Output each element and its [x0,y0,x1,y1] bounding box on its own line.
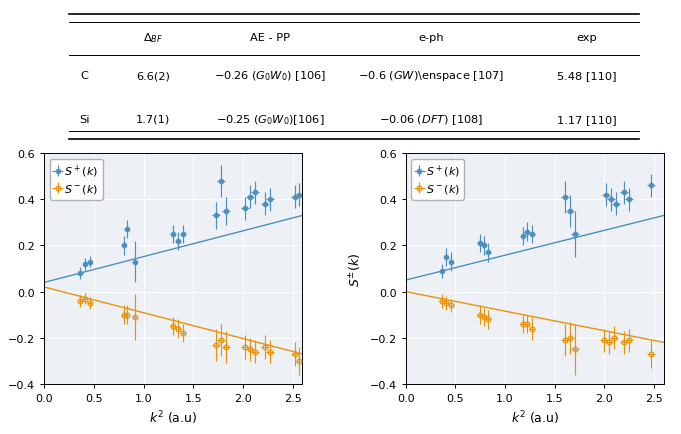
Y-axis label: $S^{\pm}(k)$: $S^{\pm}(k)$ [0,252,3,286]
Legend: $S^+(k)$, $S^-(k)$: $S^+(k)$, $S^-(k)$ [411,159,464,200]
Text: $-0.06\;(DFT)$ [108]: $-0.06\;(DFT)$ [108] [379,113,484,127]
Text: Si: Si [79,115,90,125]
Text: 1.17 [110]: 1.17 [110] [556,115,616,125]
Text: $\Delta_{BF}$: $\Delta_{BF}$ [143,32,163,45]
Text: $-0.6\;(GW)$\enspace [107]: $-0.6\;(GW)$\enspace [107] [358,69,505,83]
X-axis label: $k^2$ (a.u): $k^2$ (a.u) [511,409,559,426]
Text: exp: exp [576,33,597,43]
Text: 5.48 [110]: 5.48 [110] [557,71,616,81]
X-axis label: $k^2$ (a.u): $k^2$ (a.u) [149,409,197,426]
Legend: $S^+(k)$, $S^-(k)$: $S^+(k)$, $S^-(k)$ [50,159,103,200]
Text: $-0.25\;(G_0W_0)$[106]: $-0.25\;(G_0W_0)$[106] [216,113,325,127]
Y-axis label: $S^{\pm}(k)$: $S^{\pm}(k)$ [348,252,364,286]
Text: 1.7(1): 1.7(1) [136,115,170,125]
Text: C: C [80,71,89,81]
Text: e-ph: e-ph [419,33,445,43]
Text: AE - PP: AE - PP [251,33,291,43]
Text: $-0.26\;(G_0W_0)$ [106]: $-0.26\;(G_0W_0)$ [106] [215,69,327,83]
Text: 6.6(2): 6.6(2) [136,71,170,81]
